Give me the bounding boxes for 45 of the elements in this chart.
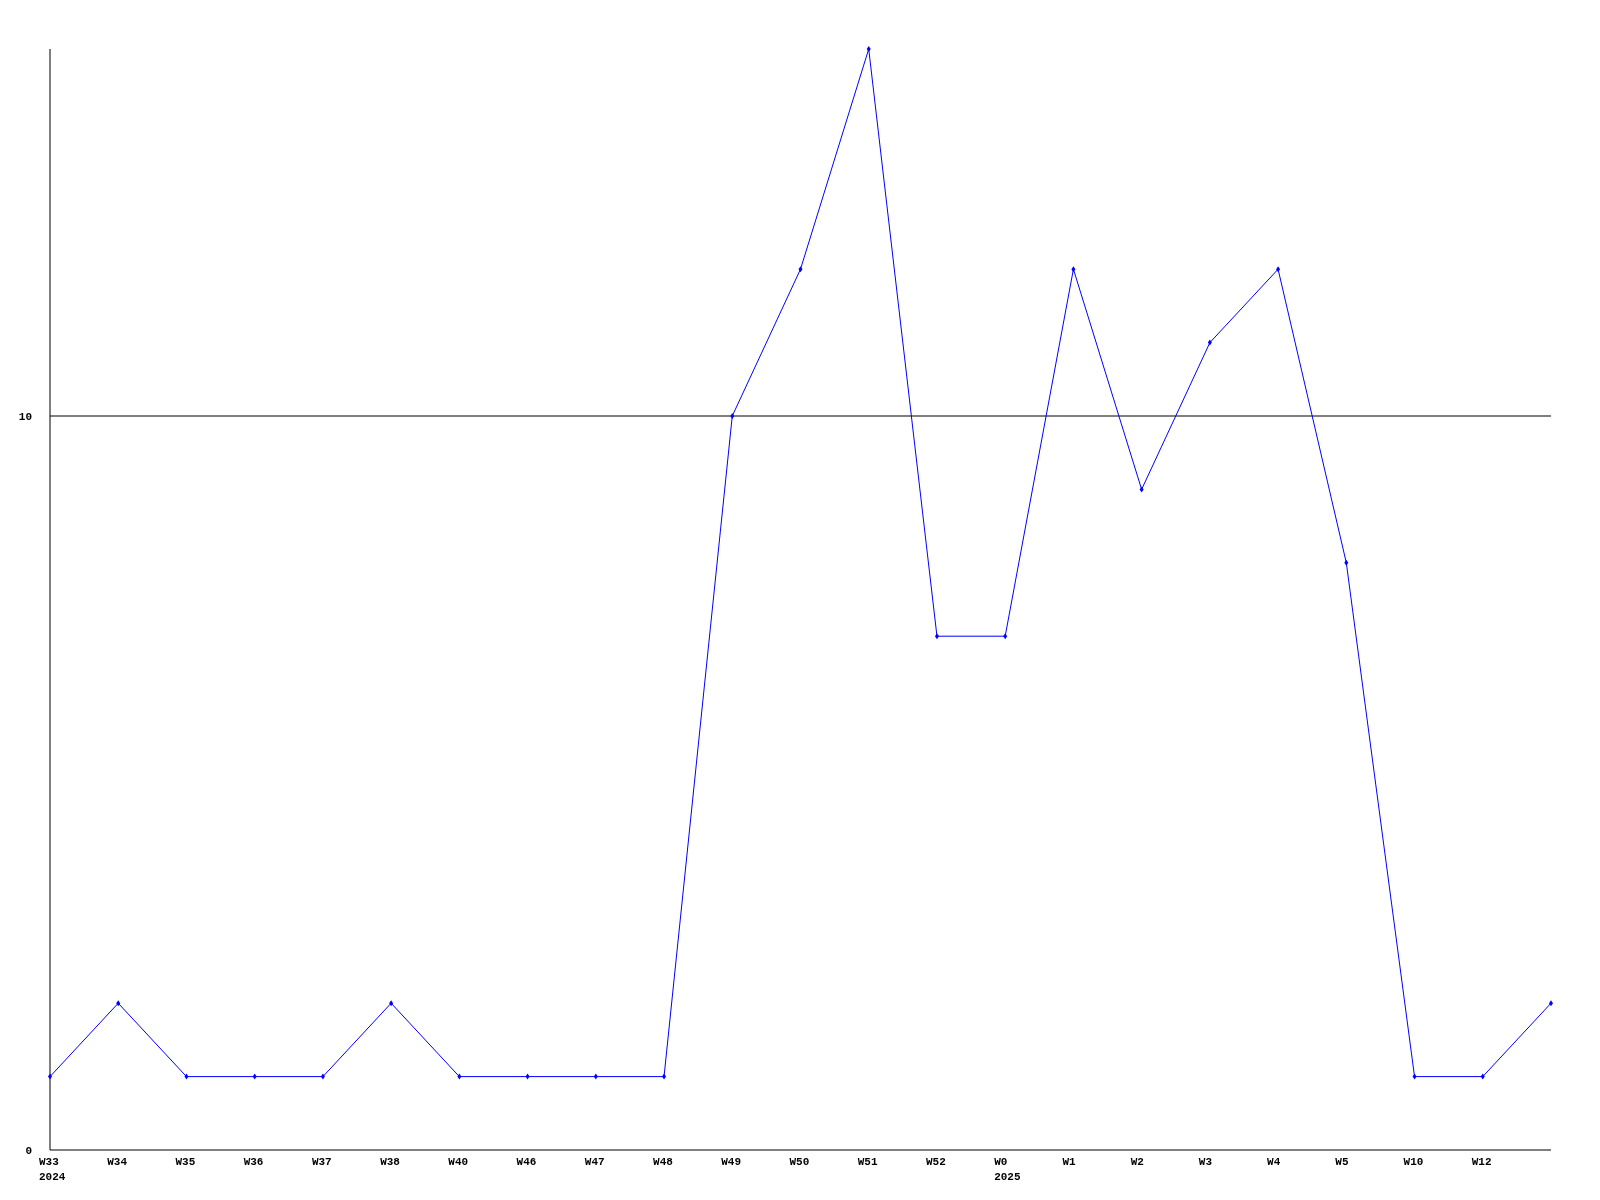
x-tick-label: W10	[1403, 1156, 1424, 1168]
point	[116, 1000, 121, 1007]
x-tick-label: W48	[653, 1156, 674, 1168]
point	[798, 266, 803, 273]
point	[1412, 1073, 1417, 1080]
x-tick-label: W38	[380, 1156, 401, 1168]
point	[252, 1073, 257, 1080]
point	[730, 413, 735, 419]
x-tick-label: W0 2025	[994, 1156, 1021, 1183]
x-tick-label: W52	[925, 1156, 946, 1168]
x-tick-label: W35	[175, 1156, 196, 1168]
point	[457, 1073, 462, 1080]
x-tick-label: W46	[516, 1156, 537, 1168]
x-tick-label: W12	[1471, 1156, 1492, 1168]
point	[1276, 266, 1281, 273]
x-tick-label: W2	[1130, 1156, 1144, 1168]
point	[934, 633, 939, 640]
point	[1139, 486, 1144, 493]
point	[1480, 1073, 1485, 1080]
x-tick-label: W36	[243, 1156, 264, 1168]
point	[1344, 559, 1349, 566]
x-tick-label: W50	[789, 1156, 810, 1168]
x-tick-label: W49	[721, 1156, 742, 1168]
x-tick-label: W37	[311, 1156, 332, 1168]
x-tick-label: W4	[1267, 1156, 1281, 1168]
y-tick-label: 10	[18, 411, 32, 423]
x-tick-label: W33 2024	[39, 1156, 66, 1183]
point	[593, 1073, 598, 1080]
x-tick-label: W47	[584, 1156, 605, 1168]
point	[662, 1073, 667, 1080]
x-tick-label: W34	[107, 1156, 128, 1168]
point	[1207, 339, 1212, 346]
point	[389, 1000, 394, 1007]
point	[525, 1073, 530, 1080]
x-tick-label: W1	[1062, 1156, 1077, 1168]
point	[320, 1073, 325, 1080]
x-tick-label: W51	[857, 1156, 878, 1168]
x-tick-label: W40	[448, 1156, 469, 1168]
point	[1071, 266, 1076, 273]
y-tick-label: 0	[25, 1145, 32, 1157]
point	[866, 46, 871, 52]
point	[184, 1073, 189, 1080]
point	[1003, 633, 1008, 640]
x-tick-label: W3	[1198, 1156, 1213, 1168]
x-tick-label: W5	[1335, 1156, 1349, 1168]
